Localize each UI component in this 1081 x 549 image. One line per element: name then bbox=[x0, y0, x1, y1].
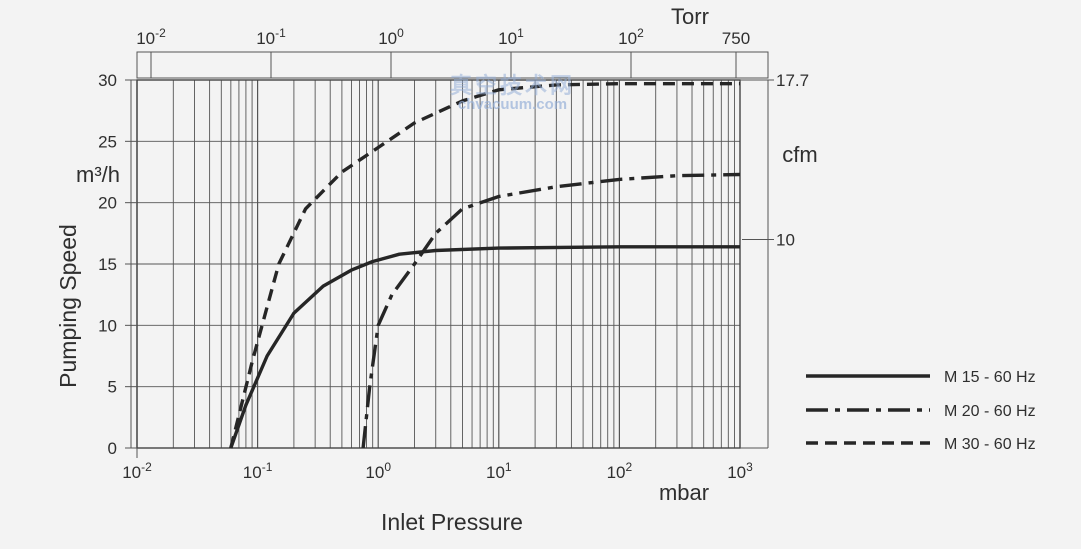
y-tick-label: 10 bbox=[98, 316, 117, 335]
y-axis-title: Pumping Speed bbox=[55, 224, 81, 388]
torr-unit-label: Torr bbox=[671, 4, 709, 29]
x-tick-label: 10-2 bbox=[122, 460, 152, 482]
y-tick-label: 5 bbox=[108, 378, 117, 397]
x-tick-label: 102 bbox=[607, 460, 633, 482]
cfm-tick-label: 10 bbox=[776, 230, 795, 249]
x-tick-label: 101 bbox=[486, 460, 512, 482]
torr-tick-label: 100 bbox=[378, 26, 404, 48]
y-tick-label: 15 bbox=[98, 255, 117, 274]
series-line-1 bbox=[229, 245, 740, 449]
cfm-tick-label: 17.7 bbox=[776, 71, 809, 90]
x-tick-label: 103 bbox=[727, 460, 753, 482]
legend-label-2: M 20 - 60 Hz bbox=[944, 403, 1036, 420]
y-tick-label: 25 bbox=[98, 132, 117, 151]
torr-tick-label: 102 bbox=[618, 26, 644, 48]
y-tick-label: 0 bbox=[108, 439, 117, 458]
y-tick-label: 20 bbox=[98, 194, 117, 213]
x-tick-label: 10-1 bbox=[243, 460, 273, 482]
cfm-unit-label: cfm bbox=[782, 142, 817, 167]
torr-axis-frame bbox=[136, 51, 769, 79]
y-axis-unit: m³/h bbox=[76, 162, 120, 187]
x-axis-unit: mbar bbox=[659, 480, 709, 505]
legend-label-1: M 15 - 60 Hz bbox=[944, 369, 1036, 386]
torr-tick-label: 101 bbox=[498, 26, 524, 48]
legend-label-3: M 30 - 60 Hz bbox=[944, 436, 1036, 453]
torr-tick-label: 10-2 bbox=[136, 26, 166, 48]
torr-tick-label: 10-1 bbox=[256, 26, 286, 48]
torr-tick-label: 750 bbox=[722, 29, 750, 48]
x-tick-label: 100 bbox=[365, 460, 391, 482]
series-line-3 bbox=[229, 81, 740, 449]
series-line-2 bbox=[361, 172, 741, 449]
y-tick-label: 30 bbox=[98, 71, 117, 90]
x-axis-title: Inlet Pressure bbox=[381, 509, 523, 535]
